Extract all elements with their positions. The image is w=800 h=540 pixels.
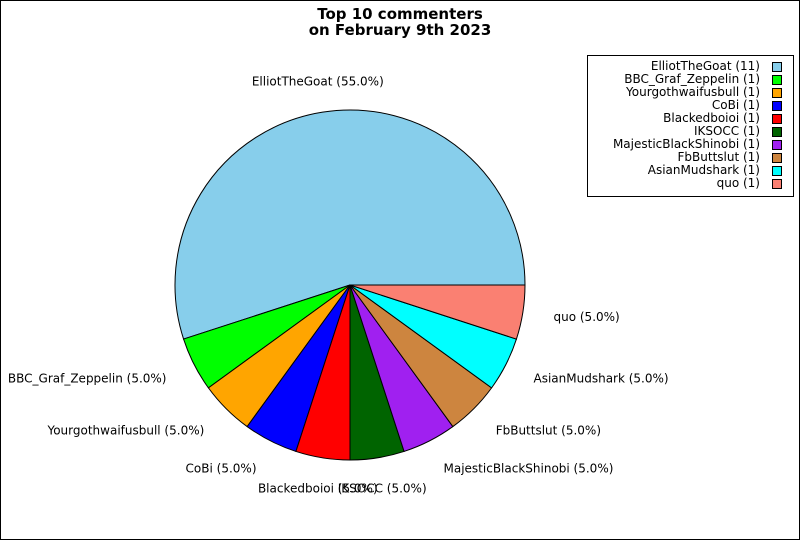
slice-label: FbButtslut (5.0%) bbox=[496, 424, 601, 438]
legend-swatch bbox=[772, 166, 782, 176]
slice-label: IKSOCC (5.0%) bbox=[338, 482, 427, 496]
legend-label: AsianMudshark (1) bbox=[647, 163, 760, 177]
legend-label: quo (1) bbox=[716, 176, 760, 190]
legend-label: IKSOCC (1) bbox=[693, 124, 760, 138]
legend-entry: IKSOCC (1) bbox=[588, 125, 793, 138]
legend: ElliotTheGoat (11) BBC_Graf_Zeppelin (1)… bbox=[587, 55, 794, 197]
chart-title-line-1: Top 10 commenters bbox=[317, 5, 483, 23]
slice-label: ElliotTheGoat (55.0%) bbox=[252, 75, 384, 89]
slice-label: Blackedboioi (5.0%) bbox=[258, 482, 378, 496]
legend-swatch bbox=[772, 62, 782, 72]
legend-swatch bbox=[772, 179, 782, 189]
legend-label: CoBi (1) bbox=[711, 98, 760, 112]
legend-swatch bbox=[772, 127, 782, 137]
legend-label: ElliotTheGoat (11) bbox=[650, 59, 760, 73]
legend-label: Blackedboioi (1) bbox=[663, 111, 760, 125]
legend-entry: ElliotTheGoat (11) bbox=[588, 60, 793, 73]
legend-swatch bbox=[772, 101, 782, 111]
legend-entry: quo (1) bbox=[588, 177, 793, 190]
slice-label: Yourgothwaifusbull (5.0%) bbox=[46, 424, 204, 438]
legend-swatch bbox=[772, 88, 782, 98]
legend-entry: MajesticBlackShinobi (1) bbox=[588, 138, 793, 151]
legend-entry: BBC_Graf_Zeppelin (1) bbox=[588, 73, 793, 86]
slice-label: quo (5.0%) bbox=[554, 310, 620, 324]
legend-entry: Blackedboioi (1) bbox=[588, 112, 793, 125]
legend-swatch bbox=[772, 140, 782, 150]
legend-entry: AsianMudshark (1) bbox=[588, 164, 793, 177]
legend-swatch bbox=[772, 75, 782, 85]
legend-entry: Yourgothwaifusbull (1) bbox=[588, 86, 793, 99]
legend-label: BBC_Graf_Zeppelin (1) bbox=[624, 72, 760, 86]
slice-label: CoBi (5.0%) bbox=[186, 462, 257, 476]
slice-label: MajesticBlackShinobi (5.0%) bbox=[444, 462, 614, 476]
slice-label: AsianMudshark (5.0%) bbox=[534, 372, 669, 386]
legend-swatch bbox=[772, 153, 782, 163]
slice-label: BBC_Graf_Zeppelin (5.0%) bbox=[8, 372, 167, 386]
pie-slice-quo bbox=[349, 284, 526, 340]
legend-label: FbButtslut (1) bbox=[677, 150, 760, 164]
legend-entry: CoBi (1) bbox=[588, 99, 793, 112]
legend-entry: FbButtslut (1) bbox=[588, 151, 793, 164]
chart-title-line-2: on February 9th 2023 bbox=[308, 21, 492, 39]
legend-label: MajesticBlackShinobi (1) bbox=[612, 137, 760, 151]
legend-swatch bbox=[772, 114, 782, 124]
pie-slice-elliotthegoat bbox=[174, 109, 526, 340]
legend-label: Yourgothwaifusbull (1) bbox=[626, 85, 760, 99]
